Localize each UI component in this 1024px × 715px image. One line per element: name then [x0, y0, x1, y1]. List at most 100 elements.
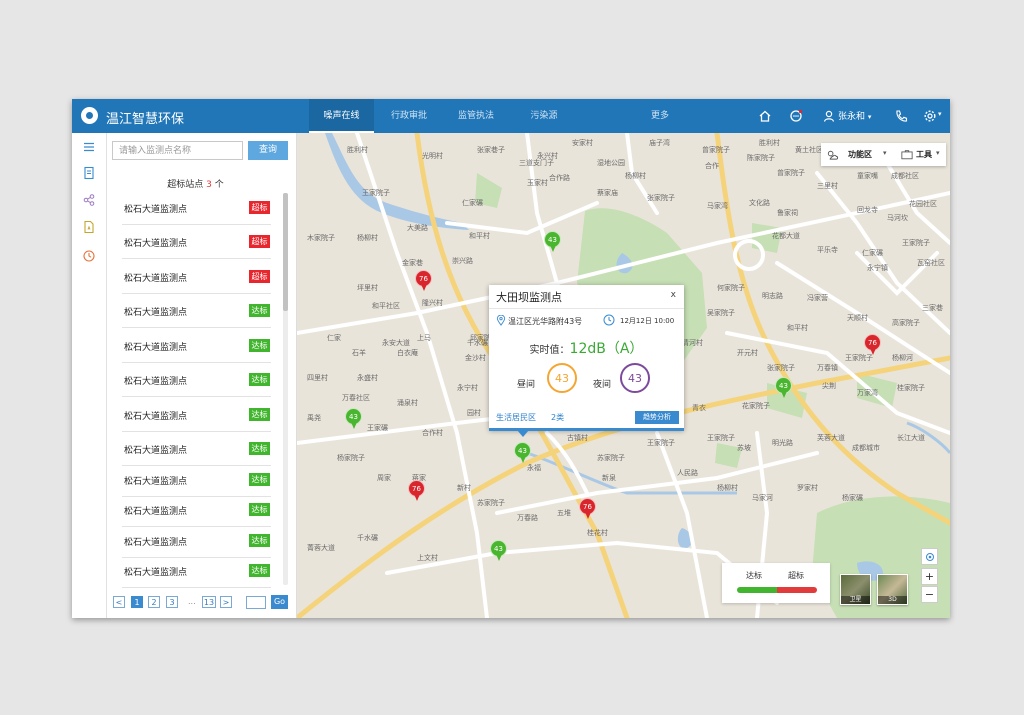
page-jump-input[interactable]	[246, 596, 266, 609]
map-place-label: 胜利村	[759, 139, 780, 147]
map-place-label: 人民路	[677, 469, 698, 477]
map-place-label: 平乐寺	[817, 246, 838, 254]
station-list-item[interactable]: 松石大道监测点 超标	[122, 191, 271, 225]
status-badge: 超标	[249, 270, 270, 283]
map-view[interactable]: 安家村庙子湾曾家院子陈家院子胜利村黄土社区三道堰胜利村张家巷子光明村永兴村三道支…	[297, 133, 950, 618]
nav-administrative-approval[interactable]: 行政审批	[380, 99, 438, 133]
realtime-value: 12dB（A）	[569, 341, 644, 357]
chevron-down-icon[interactable]: ▾	[936, 149, 940, 157]
user-menu[interactable]: 张永和 ▾	[838, 109, 871, 122]
phone-icon[interactable]	[894, 109, 908, 123]
nav-label: 监管执法	[457, 111, 494, 121]
3d-view-button[interactable]: 3D	[877, 574, 908, 605]
clock-icon[interactable]	[82, 249, 96, 263]
realtime-label: 实时值：	[529, 345, 570, 356]
station-list-item[interactable]: 松石大道监测点 达标	[122, 398, 271, 432]
menu-icon[interactable]	[82, 140, 96, 154]
station-name: 松石大道监测点	[124, 343, 188, 353]
status-badge: 达标	[249, 534, 270, 547]
document-icon[interactable]	[82, 166, 96, 180]
station-marker[interactable]: 76	[864, 334, 881, 357]
search-input[interactable]: 请输入监测点名称	[112, 141, 243, 160]
station-marker[interactable]: 43	[345, 408, 362, 431]
settings-icon[interactable]	[923, 109, 937, 123]
station-list-item[interactable]: 松石大道监测点 达标	[122, 463, 271, 497]
map-place-label: 杨柳河	[892, 354, 913, 362]
function-area-label[interactable]: 功能区	[848, 150, 872, 159]
nav-pollution-source[interactable]: 污染源	[515, 99, 573, 133]
left-rail	[72, 133, 107, 618]
page-button-2[interactable]: 2	[148, 596, 160, 608]
map-place-label: 罗家村	[797, 484, 818, 492]
map-place-label: 石羊	[352, 349, 366, 357]
station-marker[interactable]: 43	[775, 377, 792, 400]
station-marker[interactable]: 76	[408, 480, 425, 503]
station-marker[interactable]: 43	[514, 442, 531, 465]
station-popup: 大田坝监测点 x 温江区光华路附43号 12月12日 10:00 实时值：12d…	[489, 285, 684, 437]
message-icon[interactable]	[789, 109, 803, 123]
locate-button[interactable]	[921, 548, 938, 565]
map-place-label: 菁蓉大道	[307, 544, 335, 552]
count-suffix: 个	[214, 180, 224, 190]
station-list-item[interactable]: 松石大道监测点 达标	[122, 493, 271, 527]
page-button-3[interactable]: 3	[166, 596, 178, 608]
map-place-label: 成都社区	[891, 172, 919, 180]
scroll-thumb[interactable]	[283, 193, 288, 311]
map-place-label: 青衣	[692, 404, 706, 412]
station-marker[interactable]: 43	[544, 231, 561, 254]
chevron-down-icon[interactable]: ▾	[938, 110, 942, 118]
station-list-item[interactable]: 松石大道监测点 达标	[122, 294, 271, 328]
next-page-button[interactable]: >	[220, 596, 232, 608]
station-list-item[interactable]: 松石大道监测点 达标	[122, 432, 271, 466]
map-place-label: 仁家碾	[862, 249, 883, 257]
search-button[interactable]: 查询	[248, 141, 288, 160]
file-icon[interactable]	[82, 220, 96, 234]
page-button-1[interactable]: 1	[131, 596, 143, 608]
map-place-label: 胜利村	[347, 146, 368, 154]
map-place-label: 苏家院子	[477, 499, 505, 507]
marker-pin-tip	[414, 494, 420, 501]
page-button-last[interactable]: 13	[202, 596, 216, 608]
user-icon	[823, 110, 835, 122]
marker-value: 43	[544, 231, 561, 248]
map-place-label: 三里村	[817, 182, 838, 190]
nav-label: 更多	[650, 111, 669, 121]
map-place-label: 新泉	[602, 474, 616, 482]
nav-more[interactable]: 更多	[642, 99, 678, 133]
station-marker[interactable]: 76	[415, 270, 432, 293]
station-marker[interactable]: 43	[490, 540, 507, 563]
station-list-item[interactable]: 松石大道监测点 超标	[122, 260, 271, 294]
share-icon[interactable]	[82, 193, 96, 207]
scrollbar[interactable]	[283, 193, 288, 585]
trend-analysis-button[interactable]: 趋势分析	[635, 411, 679, 424]
logo-icon	[81, 107, 98, 124]
station-list-item[interactable]: 松石大道监测点 超标	[122, 225, 271, 259]
satellite-view-button[interactable]: 卫星	[840, 574, 871, 605]
area-class: 2类	[551, 413, 565, 422]
station-list-item[interactable]: 松石大道监测点 达标	[122, 554, 271, 588]
nav-noise-online[interactable]: 噪声在线	[309, 99, 374, 133]
map-place-label: 禹尧	[307, 414, 321, 422]
station-list-item[interactable]: 松石大道监测点 达标	[122, 363, 271, 397]
chevron-down-icon[interactable]: ▾	[883, 149, 887, 157]
marker-pin-tip	[781, 391, 787, 398]
toolbox-icon[interactable]	[901, 149, 913, 160]
station-list-item[interactable]: 松石大道监测点 达标	[122, 329, 271, 363]
popup-close-button[interactable]: x	[670, 290, 676, 300]
prev-page-button[interactable]: <	[113, 596, 125, 608]
go-button[interactable]: Go	[271, 595, 288, 609]
day-value-ring: 43	[547, 363, 577, 393]
nav-supervision-enforcement[interactable]: 监管执法	[447, 99, 505, 133]
map-place-label: 杨家院子	[337, 454, 365, 462]
home-icon[interactable]	[758, 109, 772, 123]
station-list-item[interactable]: 松石大道监测点 达标	[122, 524, 271, 558]
zoom-in-button[interactable]: +	[921, 568, 938, 585]
station-marker[interactable]: 76	[579, 498, 596, 521]
zoom-out-button[interactable]: −	[921, 586, 938, 603]
map-place-label: 万春路	[517, 514, 538, 522]
map-place-label: 苏家院子	[597, 454, 625, 462]
popup-address: 温江区光华路附43号	[508, 317, 583, 326]
weather-icon[interactable]	[826, 148, 839, 161]
legend-exceed-bar	[777, 587, 817, 593]
tools-label[interactable]: 工具	[916, 150, 932, 159]
